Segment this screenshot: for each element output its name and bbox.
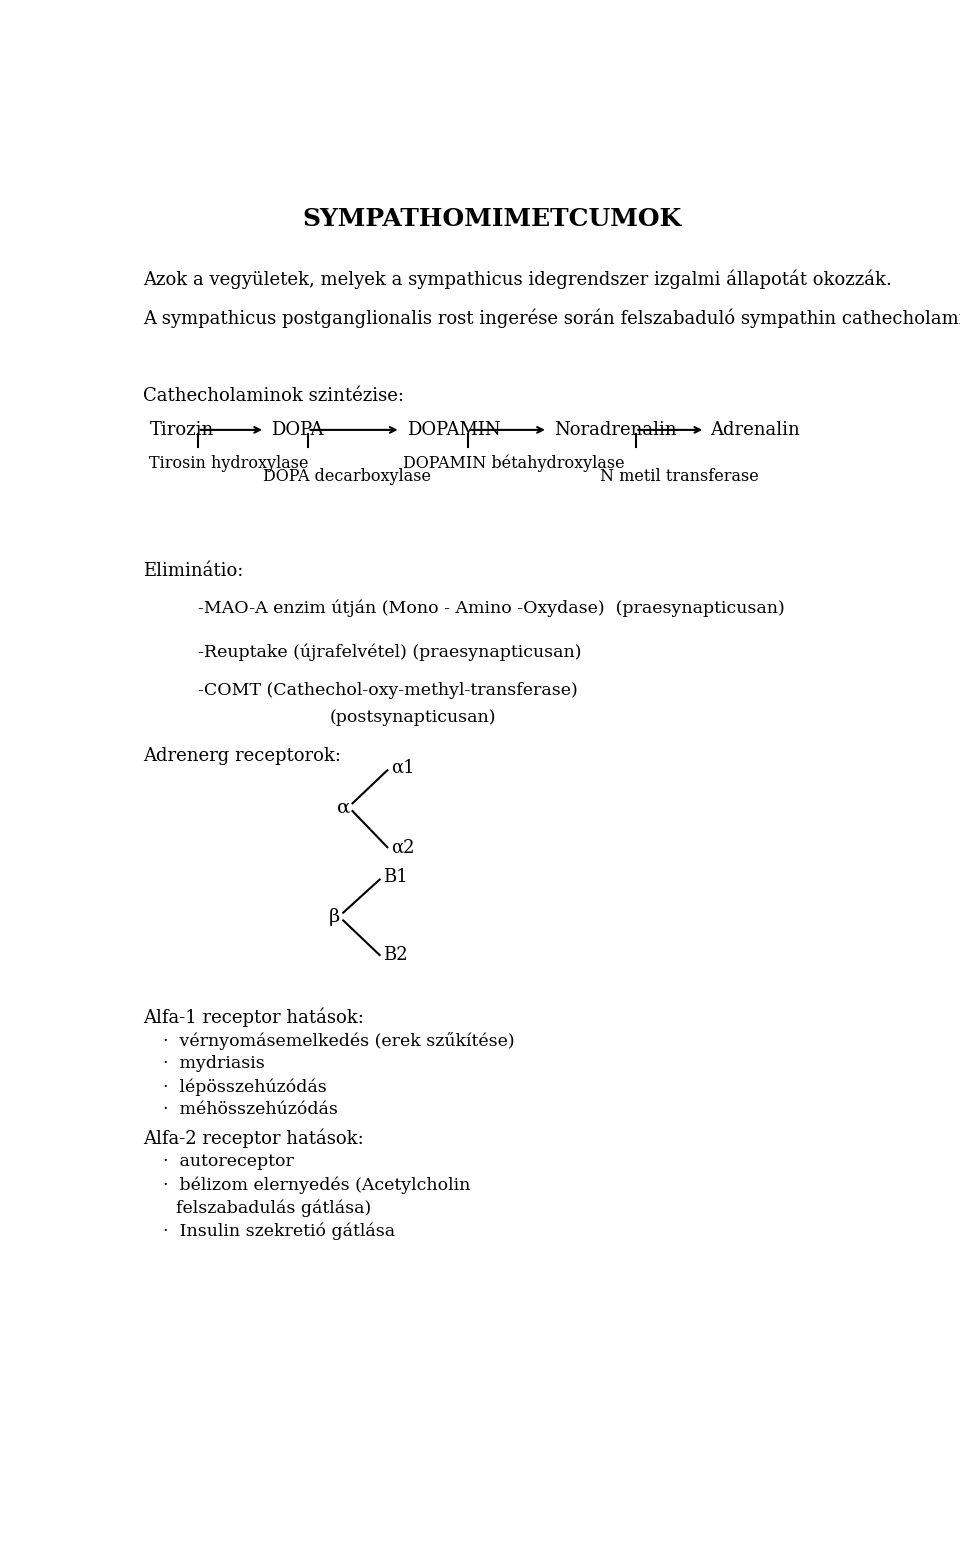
Text: Noradrenalin: Noradrenalin (554, 421, 677, 439)
Text: Cathecholaminok szintézise:: Cathecholaminok szintézise: (143, 387, 404, 406)
Text: DOPA: DOPA (271, 421, 324, 439)
Text: SYMPATHOMIMETCUMOK: SYMPATHOMIMETCUMOK (302, 207, 682, 231)
Text: -COMT (Cathechol-oxy-methyl-transferase): -COMT (Cathechol-oxy-methyl-transferase) (198, 682, 577, 699)
Text: ·  autoreceptor: · autoreceptor (162, 1153, 294, 1170)
Text: ·  méhösszehúzódás: · méhösszehúzódás (162, 1101, 338, 1118)
Text: ·  Insulin szekretió gátlása: · Insulin szekretió gátlása (162, 1223, 395, 1240)
Text: α2: α2 (392, 839, 415, 856)
Text: Azok a vegyületek, melyek a sympathicus idegrendszer izgalmi állapotát okozzák.: Azok a vegyületek, melyek a sympathicus … (143, 270, 892, 290)
Text: -Reuptake (újrafelvétel) (praesynapticusan): -Reuptake (újrafelvétel) (praesynapticus… (198, 643, 581, 660)
Text: (postsynapticusan): (postsynapticusan) (329, 709, 495, 726)
Text: A sympathicus postganglionalis rost ingerése során felszabaduló sympathin cathec: A sympathicus postganglionalis rost inge… (143, 308, 960, 328)
Text: Adrenalin: Adrenalin (710, 421, 801, 439)
Text: DOPAMIN bétahydroxylase: DOPAMIN bétahydroxylase (403, 455, 625, 472)
Text: B2: B2 (383, 947, 408, 964)
Text: Alfa-1 receptor hatások:: Alfa-1 receptor hatások: (143, 1007, 364, 1027)
Text: DOPA decarboxylase: DOPA decarboxylase (263, 469, 431, 486)
Text: N metil transferase: N metil transferase (601, 469, 759, 486)
Text: -MAO-A enzim útján (Mono - Amino -Oxydase)  (praesynapticusan): -MAO-A enzim útján (Mono - Amino -Oxydas… (198, 600, 784, 617)
Text: α1: α1 (392, 759, 415, 776)
Text: DOPAMIN: DOPAMIN (407, 421, 500, 439)
Text: B1: B1 (383, 868, 408, 885)
Text: felszabadulás gátlása): felszabadulás gátlása) (176, 1200, 372, 1217)
Text: Eliminátio:: Eliminátio: (143, 563, 244, 580)
Text: β: β (329, 908, 341, 925)
Text: ·  lépösszehúzódás: · lépösszehúzódás (162, 1078, 326, 1096)
Text: Tirozin: Tirozin (150, 421, 214, 439)
Text: ·  mydriasis: · mydriasis (162, 1055, 264, 1072)
Text: ·  vérnyomásemelkedés (erek szűkítése): · vérnyomásemelkedés (erek szűkítése) (162, 1032, 515, 1050)
Text: Tirosin hydroxylase: Tirosin hydroxylase (150, 455, 309, 472)
Text: Adrenerg receptorok:: Adrenerg receptorok: (143, 748, 341, 765)
Text: Alfa-2 receptor hatások:: Alfa-2 receptor hatások: (143, 1129, 364, 1147)
Text: ·  bélizom elernyedés (Acetylcholin: · bélizom elernyedés (Acetylcholin (162, 1177, 470, 1194)
Text: α: α (337, 799, 350, 816)
